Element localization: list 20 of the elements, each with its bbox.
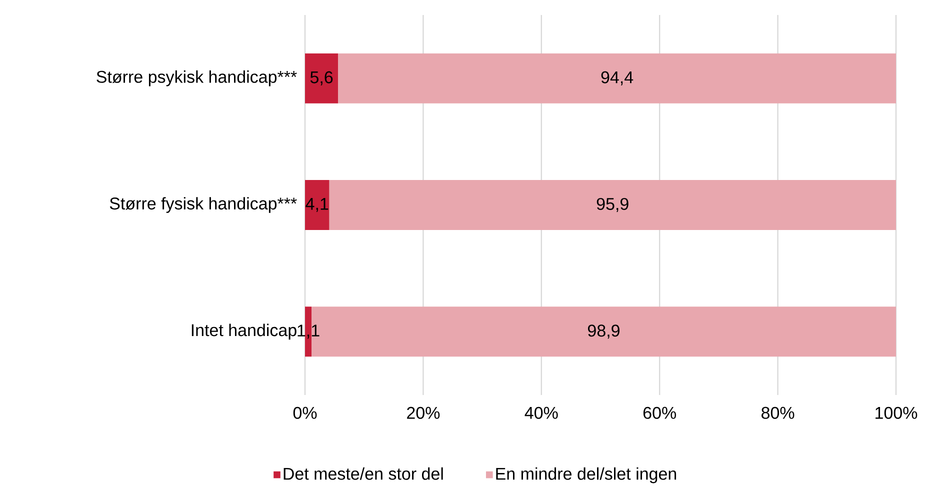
bar [338, 53, 896, 104]
data-label: 4,1 [306, 198, 328, 212]
legend-label: En mindre del/slet ingen [496, 467, 676, 484]
x-tick-label: 60% [643, 406, 676, 419]
x-tick-label: 100% [876, 406, 918, 419]
bar [305, 180, 330, 230]
x-tick-label: 40% [524, 406, 558, 419]
bar [305, 53, 338, 104]
x-tick-label: 0% [293, 406, 317, 419]
bar [329, 180, 896, 230]
data-label: 5,6 [310, 71, 333, 86]
data-label: 98,9 [588, 324, 620, 339]
x-tick-label: 80% [762, 406, 794, 419]
y-tick-label: Større psykisk handicap*** [96, 70, 297, 86]
y-tick-label: Større fysisk handicap*** [110, 197, 297, 213]
legend-label: Det meste/en stor del [284, 467, 443, 480]
data-label: 94,4 [601, 71, 634, 86]
y-tick-label: Intet handicap [192, 324, 296, 340]
x-tick-label: 20% [407, 406, 440, 419]
data-label: 95,9 [596, 198, 628, 212]
